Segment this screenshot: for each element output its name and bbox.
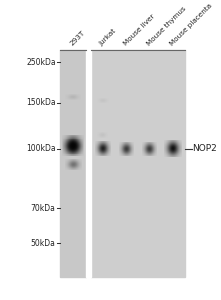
Text: 150kDa: 150kDa <box>26 98 56 107</box>
Text: 70kDa: 70kDa <box>31 204 56 213</box>
Text: 100kDa: 100kDa <box>26 144 56 153</box>
Text: 250kDa: 250kDa <box>26 58 56 67</box>
Bar <box>91 50 185 277</box>
Bar <box>60 50 86 277</box>
Text: 293T: 293T <box>69 30 86 47</box>
Text: Mouse placenta: Mouse placenta <box>169 2 214 47</box>
Text: Mouse liver: Mouse liver <box>122 14 156 47</box>
Text: Jurkat: Jurkat <box>99 28 118 47</box>
Text: Mouse thymus: Mouse thymus <box>146 5 187 47</box>
Text: NOP2: NOP2 <box>192 144 217 153</box>
Bar <box>86 50 91 277</box>
Text: 50kDa: 50kDa <box>31 239 56 248</box>
